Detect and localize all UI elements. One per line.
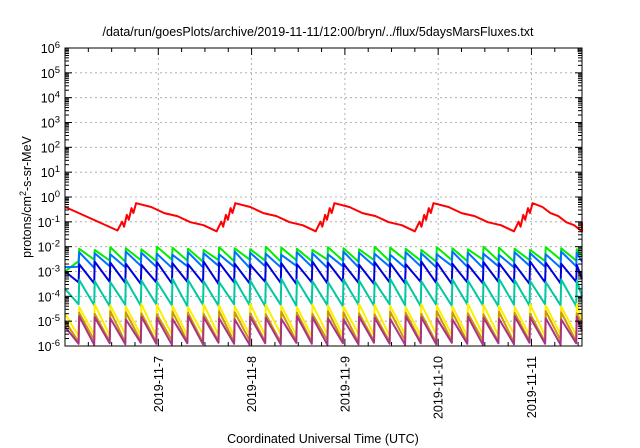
x-tick-label: 2019-11-10 xyxy=(432,356,446,419)
x-tick-label: 2019-11-8 xyxy=(245,356,259,412)
x-tick-label: 2019-11-11 xyxy=(525,356,539,418)
chart-title: /data/run/goesPlots/archive/2019-11-11/1… xyxy=(102,25,534,39)
y-tick-label: 105 xyxy=(41,64,60,81)
y-tick-label: 101 xyxy=(41,164,60,181)
series-line-1 xyxy=(64,202,583,233)
y-tick-label: 10-6 xyxy=(38,338,60,355)
y-tick-label: 106 xyxy=(41,40,60,57)
x-axis-label: Coordinated Universal Time (UTC) xyxy=(227,432,419,446)
series-line-5 xyxy=(64,277,583,308)
axes: 10-6 10-5 10-4 10-3 10-2 10-1 100 101 102 103 104 1… xyxy=(38,40,583,419)
series-group xyxy=(64,202,583,346)
y-axis-label: protons/cm2-s-sr-MeV xyxy=(18,135,34,257)
series-line-8 xyxy=(64,315,583,346)
y-tick-label: 100 xyxy=(41,189,60,206)
y-tick-label: 10-5 xyxy=(38,313,60,330)
y-tick-label: 10-3 xyxy=(38,263,60,280)
y-tick-label: 10-4 xyxy=(38,288,60,305)
y-tick-label: 102 xyxy=(41,139,60,156)
grid xyxy=(65,48,582,346)
x-tick-label: 2019-11-7 xyxy=(152,356,166,412)
y-tick-label: 104 xyxy=(41,89,60,106)
x-tick-label: 2019-11-9 xyxy=(338,356,352,412)
plot-frame xyxy=(64,47,583,347)
y-tick-label: 10-1 xyxy=(38,213,60,230)
y-tick-label: 10-2 xyxy=(38,238,60,255)
series-line-4 xyxy=(64,260,583,285)
y-tick-label: 103 xyxy=(41,114,60,131)
